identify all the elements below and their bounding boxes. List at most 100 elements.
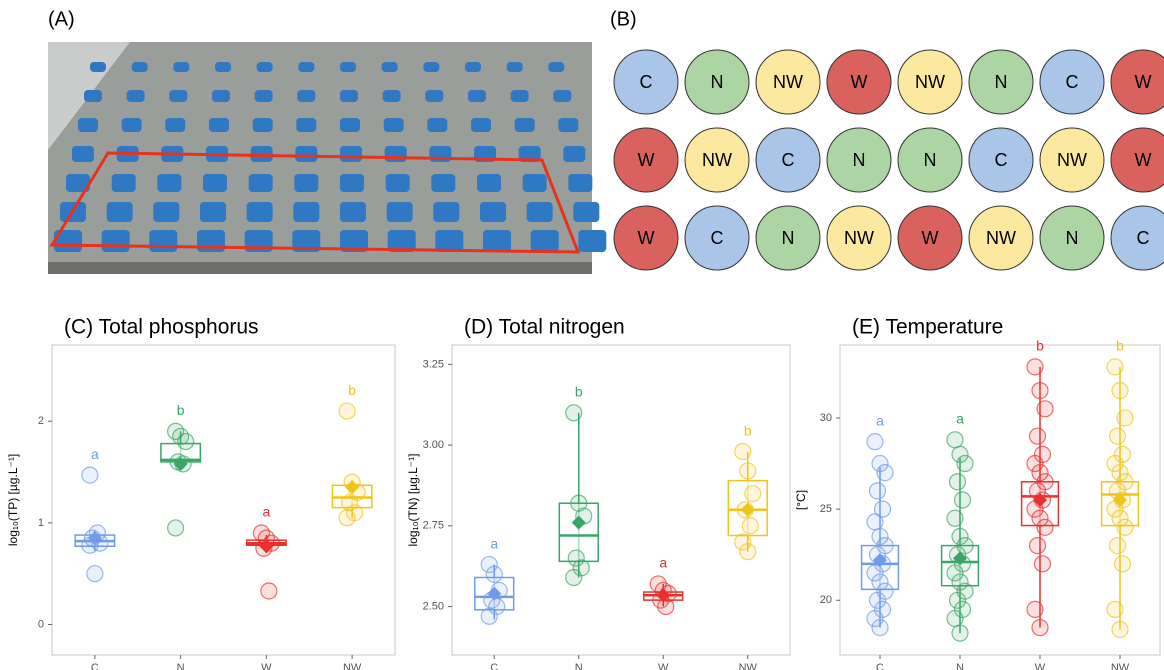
tank xyxy=(477,174,501,192)
tank xyxy=(66,174,90,192)
mean xyxy=(1033,493,1047,507)
treatment-circle xyxy=(613,205,679,271)
x-tick-label: W xyxy=(1035,662,1046,670)
tank xyxy=(558,118,579,132)
treatment-circle xyxy=(1110,49,1164,115)
data-point xyxy=(866,433,884,451)
data-point xyxy=(866,564,884,582)
treatment-circle xyxy=(755,205,821,271)
data-point xyxy=(1028,536,1047,555)
tank xyxy=(200,202,226,222)
tank xyxy=(548,62,565,72)
data-point xyxy=(1036,518,1054,536)
mean xyxy=(87,531,102,546)
data-point xyxy=(480,607,498,625)
group-letter: a xyxy=(659,555,667,571)
treatment-label: NW xyxy=(702,150,732,170)
data-point xyxy=(657,597,675,616)
x-tick-label: C xyxy=(876,662,884,670)
tank xyxy=(296,118,317,132)
tank xyxy=(209,118,229,132)
tank xyxy=(553,90,572,102)
treatment-label: W xyxy=(1135,150,1152,170)
x-tick-label: N xyxy=(177,662,185,670)
tank xyxy=(173,62,190,72)
data-point xyxy=(873,500,892,518)
treatment-circle xyxy=(968,205,1034,271)
y-tick-label: 20 xyxy=(820,594,832,606)
data-point xyxy=(744,484,762,503)
plot-frame xyxy=(451,344,791,656)
data-point xyxy=(1106,600,1124,619)
tank xyxy=(431,174,456,192)
tank xyxy=(385,174,410,192)
group-letter: b xyxy=(348,382,356,398)
treatment-circle xyxy=(826,205,892,271)
tank xyxy=(106,202,133,222)
tank xyxy=(435,230,464,252)
data-point xyxy=(567,549,585,567)
data-point xyxy=(871,573,889,591)
tank xyxy=(292,230,321,252)
data-point xyxy=(946,609,964,628)
treatment-circle xyxy=(1039,127,1105,193)
data-point xyxy=(570,494,588,512)
treatment-circle xyxy=(684,49,750,115)
treatment-label: N xyxy=(1066,228,1079,248)
tank xyxy=(340,230,368,252)
tank xyxy=(121,118,142,132)
treatment-circle xyxy=(897,49,963,115)
group-letter: b xyxy=(744,422,752,438)
tank xyxy=(126,90,145,102)
data-point xyxy=(565,404,583,422)
treatment-label: W xyxy=(1135,72,1152,92)
tank xyxy=(510,90,529,102)
data-point xyxy=(480,555,498,574)
tank xyxy=(294,174,319,192)
tank xyxy=(256,62,273,72)
y-tick-label: 2.75 xyxy=(423,520,444,532)
y-tick-label: 3.00 xyxy=(423,439,444,451)
data-point xyxy=(338,509,356,527)
group-letter: a xyxy=(91,446,99,462)
tank xyxy=(340,146,362,162)
treatment-label: NW xyxy=(773,72,803,92)
tank xyxy=(340,174,364,192)
tank xyxy=(111,174,136,192)
x-tick-label: N xyxy=(956,662,964,670)
highlight-frame xyxy=(49,151,581,254)
data-point xyxy=(739,543,757,561)
data-point xyxy=(167,519,185,537)
tank xyxy=(514,118,535,132)
x-tick-label: N xyxy=(575,662,583,670)
photo xyxy=(48,42,607,274)
tank xyxy=(297,90,316,102)
treatment-circle xyxy=(897,127,963,193)
tank xyxy=(84,90,102,102)
treatment-label: C xyxy=(711,228,724,248)
x-tick-label: NW xyxy=(1111,662,1130,670)
data-point xyxy=(1031,619,1049,637)
tank xyxy=(433,202,460,222)
group-letter: a xyxy=(876,412,884,428)
data-point xyxy=(739,462,757,480)
mean xyxy=(656,588,671,603)
data-point xyxy=(871,454,889,473)
tank xyxy=(72,146,94,162)
treatment-circle xyxy=(755,127,821,193)
tank xyxy=(384,146,407,162)
data-point xyxy=(946,431,964,449)
tank xyxy=(423,62,440,72)
data-point xyxy=(1111,620,1129,639)
treatment-circle xyxy=(968,127,1034,193)
data-point xyxy=(1106,454,1124,473)
tank xyxy=(340,118,360,132)
data-point xyxy=(260,582,278,600)
tank xyxy=(298,62,315,72)
tank xyxy=(568,174,593,192)
treatment-circle xyxy=(1110,205,1164,271)
treatment-label: NW xyxy=(986,228,1016,248)
data-point xyxy=(1031,464,1049,482)
tank xyxy=(165,118,186,132)
